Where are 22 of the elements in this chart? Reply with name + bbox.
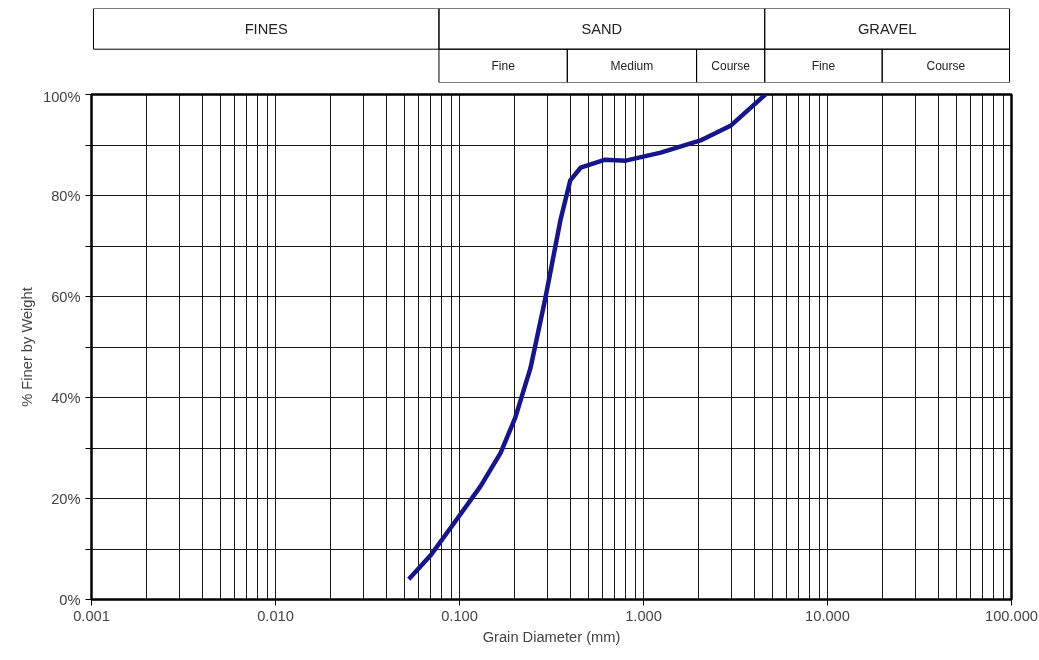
text: FINES [244, 20, 289, 37]
x-tick-label: 10.000 [805, 607, 850, 624]
y-tick-label: 100% [43, 88, 81, 105]
text: SAND [581, 20, 623, 37]
x-tick-label: 0.001 [73, 607, 110, 624]
y-tick-label: 80% [51, 187, 81, 204]
y-axis-title: % Finer by Weight [19, 287, 36, 407]
x-tick-label: 1.000 [625, 607, 662, 624]
y-tick-label: 0% [59, 591, 81, 608]
x-axis-title: Grain Diameter (mm) [482, 628, 621, 645]
y-tick-label: 60% [51, 288, 81, 305]
x-tick-label: 100.000 [985, 607, 1038, 624]
y-tick-label: 20% [51, 490, 81, 507]
text: Course [926, 58, 966, 73]
text: Course [711, 58, 751, 73]
text: GRAVEL [857, 20, 917, 37]
x-tick-label: 0.100 [441, 607, 478, 624]
text: Medium [610, 58, 654, 73]
x-tick-label: 0.010 [257, 607, 294, 624]
text: Fine [811, 58, 836, 73]
text: Fine [491, 58, 516, 73]
y-tick-label: 40% [51, 389, 81, 406]
